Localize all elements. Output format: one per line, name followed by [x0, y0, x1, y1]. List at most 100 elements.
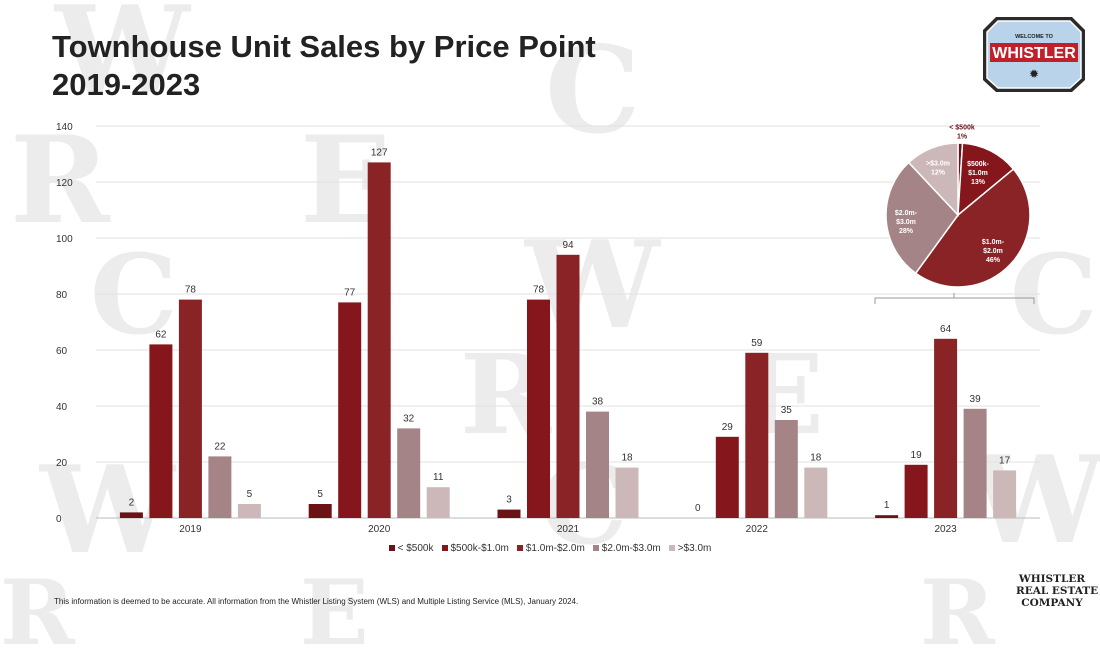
- bar-value-label: 5: [247, 489, 253, 500]
- pie-slice: [957, 142, 1015, 217]
- company-logo-line: WHISTLER: [1018, 573, 1086, 585]
- bars: [119, 162, 1017, 519]
- legend-swatch: [592, 545, 599, 552]
- pie-slice-label: $500k-$1.0m 13%: [967, 161, 989, 186]
- bar-value-label: 35: [781, 405, 793, 416]
- bar-value-label: 29: [722, 422, 734, 433]
- legend-label: $500k-$1.0m: [450, 543, 509, 554]
- bar: [426, 487, 450, 518]
- legend-swatch: [668, 545, 675, 552]
- footnote: This information is deemed to be accurat…: [54, 597, 579, 606]
- legend-label: >$3.0m: [677, 543, 712, 554]
- bar: [208, 456, 232, 518]
- pie-slice: [914, 168, 1031, 288]
- bar-value-label: 18: [810, 453, 822, 464]
- bar: [237, 504, 261, 518]
- watermark: C: [545, 20, 641, 161]
- bar: [904, 464, 928, 518]
- x-tick-label: 2023: [934, 524, 957, 535]
- bar-value-label: 0: [695, 503, 701, 514]
- sun-icon: ✹: [1029, 67, 1039, 81]
- bar: [615, 467, 639, 518]
- y-tick-label: 100: [56, 234, 73, 245]
- bar-value-label: 2: [129, 497, 135, 508]
- pie-slice-label: $1.0m-$2.0m 46%: [982, 239, 1005, 264]
- x-tick-label: 2019: [179, 524, 202, 535]
- bar: [527, 299, 550, 518]
- y-tick-label: 60: [56, 346, 68, 357]
- bar: [715, 436, 739, 518]
- x-tick-label: 2020: [368, 524, 391, 535]
- bar-value-label: 22: [214, 441, 226, 452]
- watermark: W: [55, 0, 190, 121]
- bar: [149, 344, 173, 518]
- y-tick-label: 20: [56, 458, 68, 469]
- legend-item: $2.0m-$3.0m: [592, 543, 661, 554]
- bar: [338, 302, 362, 518]
- pie-bracket: [874, 293, 1035, 304]
- welcome-to-whistler-logo: WELCOME TO WHISTLER ✹: [983, 17, 1085, 92]
- bar-value-label: 11: [433, 472, 444, 483]
- bar: [993, 470, 1017, 518]
- legend-item: >$3.0m: [668, 543, 712, 554]
- bar-value-label: 3: [506, 495, 512, 506]
- bar-value-label: 62: [155, 329, 167, 340]
- pie-chart: < $500k 1% $500k-$1.0m 13% $1.0m-$2.0m 46% $2.…: [874, 125, 1035, 304]
- bar-value-label: 32: [403, 413, 415, 424]
- x-tick-label: 2022: [746, 524, 769, 535]
- bar-value-label: 94: [562, 240, 574, 251]
- legend-item: < $500k: [388, 543, 434, 554]
- legend-item: $1.0m-$2.0m: [516, 543, 585, 554]
- y-tick-label: 140: [56, 122, 73, 133]
- bar-value-label: 18: [621, 453, 633, 464]
- company-logo-line: REAL ESTATE: [1016, 585, 1099, 597]
- bar-value-label: 78: [185, 285, 197, 296]
- bar: [367, 162, 391, 518]
- bar: [308, 504, 332, 518]
- y-tick-label: 40: [56, 402, 68, 413]
- x-tick-label: 2021: [557, 524, 580, 535]
- legend-swatch: [388, 545, 395, 552]
- bar: [497, 509, 521, 518]
- pie-slice-label: >$3.0m 12%: [926, 161, 950, 177]
- bar-chart: 0 20 40 60 80 100 120 140 2 62 78 22 5 2019 5 77 127 32 1…: [56, 122, 1040, 535]
- bar: [178, 299, 202, 518]
- pie-slice: [907, 142, 959, 217]
- logo-main-text: WHISTLER: [992, 45, 1076, 62]
- bar-value-label: 38: [592, 397, 604, 408]
- bar: [934, 338, 958, 518]
- page-title: Townhouse Unit Sales by Price Point 2019…: [52, 28, 596, 104]
- legend-label: $1.0m-$2.0m: [525, 543, 585, 554]
- bar-value-label: 59: [751, 338, 763, 349]
- title-line-2: 2019-2023: [52, 67, 201, 102]
- title-line-1: Townhouse Unit Sales by Price Point: [52, 29, 596, 64]
- legend-swatch: [441, 545, 448, 552]
- y-tick-label: 80: [56, 290, 68, 301]
- bar-value-label: 5: [317, 489, 323, 500]
- company-logo: WHISTLER REAL ESTATE COMPANY: [1016, 573, 1099, 609]
- y-tick-label: 120: [56, 178, 73, 189]
- legend-label: $2.0m-$3.0m: [601, 543, 661, 554]
- bar: [774, 420, 798, 518]
- bar: [586, 411, 609, 518]
- bar-value-label: 1: [884, 500, 890, 511]
- bar-value-label: 19: [911, 450, 923, 461]
- watermark: R: [10, 110, 110, 251]
- bar: [804, 467, 828, 518]
- bar: [875, 515, 899, 518]
- pie-slice: [885, 161, 959, 275]
- company-logo-line: COMPANY: [1021, 597, 1083, 609]
- pie-slice-label: $2.0m-$3.0m 28%: [895, 210, 918, 235]
- bar: [963, 408, 987, 518]
- logo-small-text: WELCOME TO: [1015, 34, 1054, 40]
- data-labels: 2 62 78 22 5 2019 5 77 127 32 11 2020 3 78 94 38 18 2021 0…: [129, 147, 1011, 535]
- legend-item: $500k-$1.0m: [441, 543, 509, 554]
- legend-label: < $500k: [397, 543, 434, 554]
- bar-value-label: 78: [533, 285, 545, 296]
- bar: [119, 512, 143, 518]
- bar-value-label: 127: [371, 147, 388, 158]
- legend-swatch: [516, 545, 523, 552]
- y-tick-label: 0: [56, 514, 62, 525]
- legend: < $500k $500k-$1.0m $1.0m-$2.0m $2.0m-$3.0m…: [0, 543, 1100, 554]
- pie-slice-label: < $500k 1%: [949, 125, 975, 141]
